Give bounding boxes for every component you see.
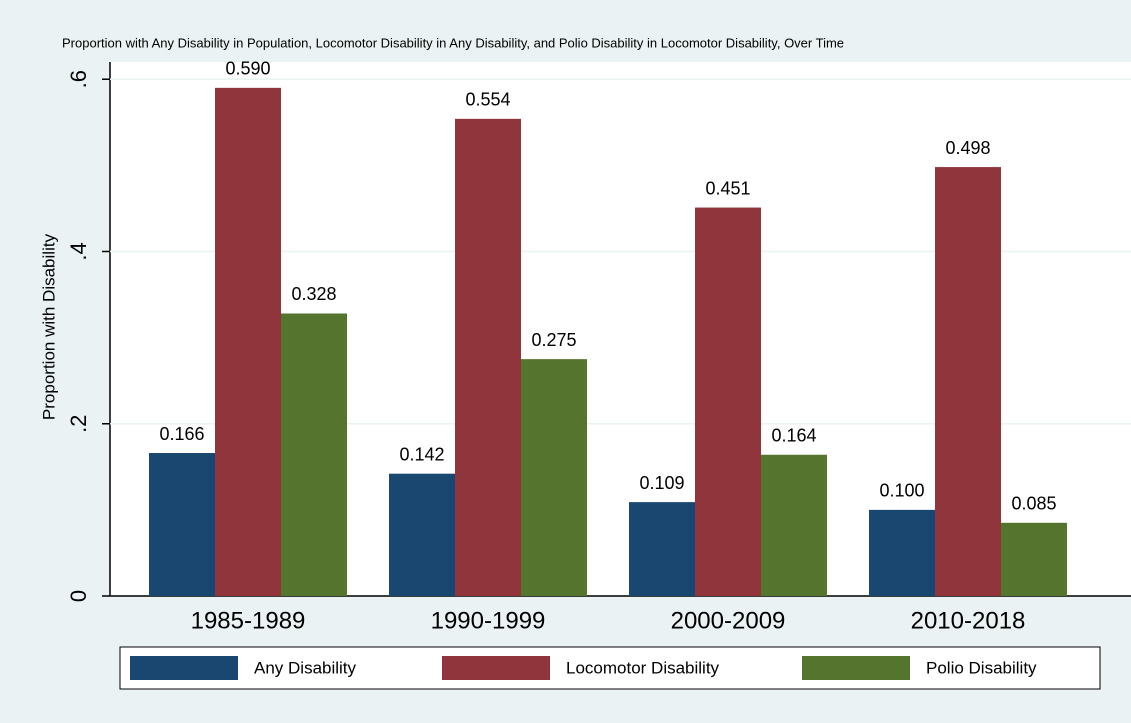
y-tick-label: .4 [66,242,91,260]
legend-label: Any Disability [254,658,357,677]
value-label: 0.328 [291,284,336,304]
legend-swatch [130,656,238,680]
bar [455,118,521,597]
bar [935,167,1001,596]
x-tick-label: 1990-1999 [431,607,546,634]
value-label: 0.142 [399,444,444,464]
bar [389,473,455,596]
bar [695,207,761,597]
bar [629,502,695,596]
legend-label: Polio Disability [926,658,1037,677]
legend-swatch [442,656,550,680]
x-tick-label: 1985-1989 [191,607,306,634]
bar [1001,522,1067,596]
legend [119,646,1101,690]
y-axis-label: Proportion with Disability [39,233,58,420]
value-label: 0.164 [771,425,816,445]
value-label: 0.085 [1011,494,1056,514]
y-tick-label: 0 [66,590,91,602]
value-label: 0.166 [159,424,204,444]
bar [281,313,347,596]
chart-title: Proportion with Any Disability in Popula… [62,35,844,50]
bar [869,509,935,596]
value-label: 0.100 [879,481,924,501]
y-tick-label: .2 [66,415,91,433]
value-label: 0.554 [465,90,510,110]
legend-swatch [802,656,910,680]
x-tick-label: 2000-2009 [671,607,786,634]
bar [215,87,281,596]
value-label: 0.590 [225,59,270,79]
x-tick-label: 2010-2018 [911,607,1026,634]
bar [521,359,587,596]
bar [149,453,215,596]
y-tick-label: .6 [66,70,91,88]
bar [761,454,827,596]
value-label: 0.109 [639,473,684,493]
value-label: 0.451 [705,178,750,198]
legend-label: Locomotor Disability [566,658,720,677]
value-label: 0.498 [945,138,990,158]
value-label: 0.275 [531,330,576,350]
